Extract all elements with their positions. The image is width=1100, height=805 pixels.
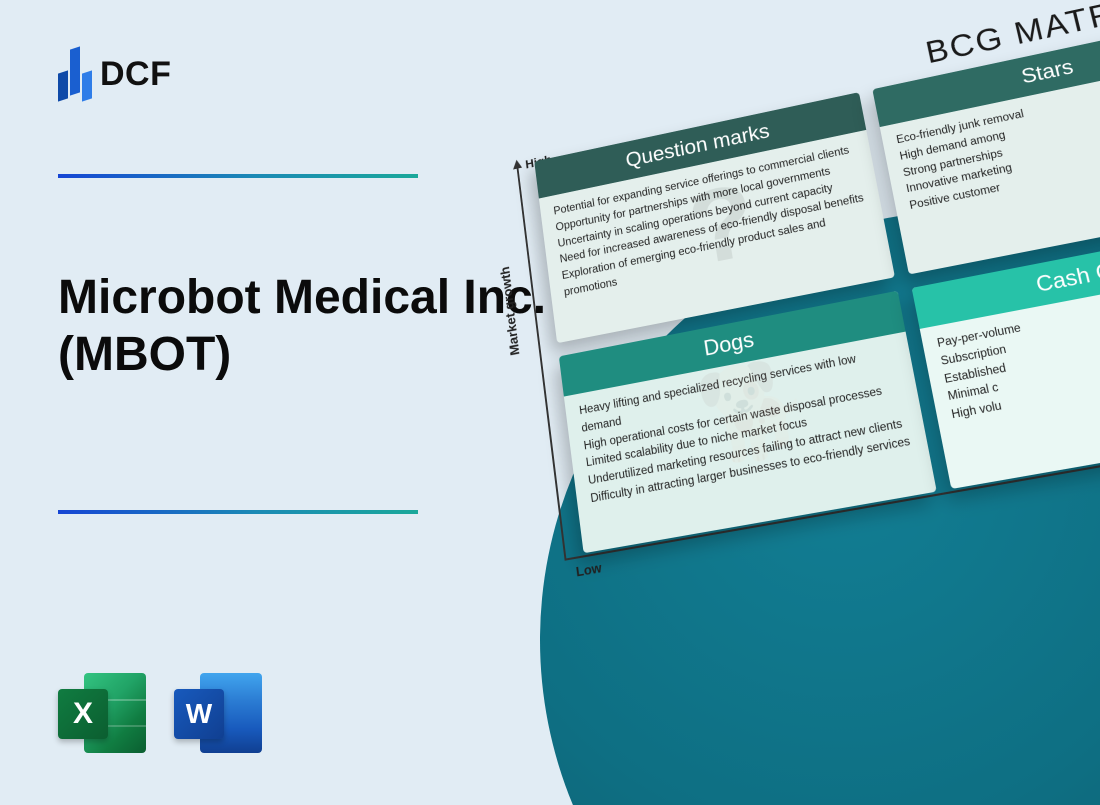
page-title: Microbot Medical Inc. (MBOT) [58, 270, 558, 383]
y-axis-label: Market growth [497, 266, 522, 357]
excel-badge-letter: X [58, 689, 108, 739]
logo-bars-icon [58, 48, 92, 100]
axis-low-label: Low [575, 560, 602, 580]
logo-text: DCF [100, 55, 171, 94]
file-icons-row: X W [58, 669, 262, 757]
word-icon[interactable]: W [174, 669, 262, 757]
excel-icon[interactable]: X [58, 669, 146, 757]
slide-canvas: DCF Microbot Medical Inc. (MBOT) X W BCG… [0, 0, 1100, 805]
divider-bottom [58, 510, 418, 514]
divider-top [58, 174, 418, 178]
bcg-matrix-container: BCG MATRIX Market growth Market share Hi… [500, 50, 1100, 610]
brand-logo: DCF [58, 48, 171, 100]
word-badge-letter: W [174, 689, 224, 739]
